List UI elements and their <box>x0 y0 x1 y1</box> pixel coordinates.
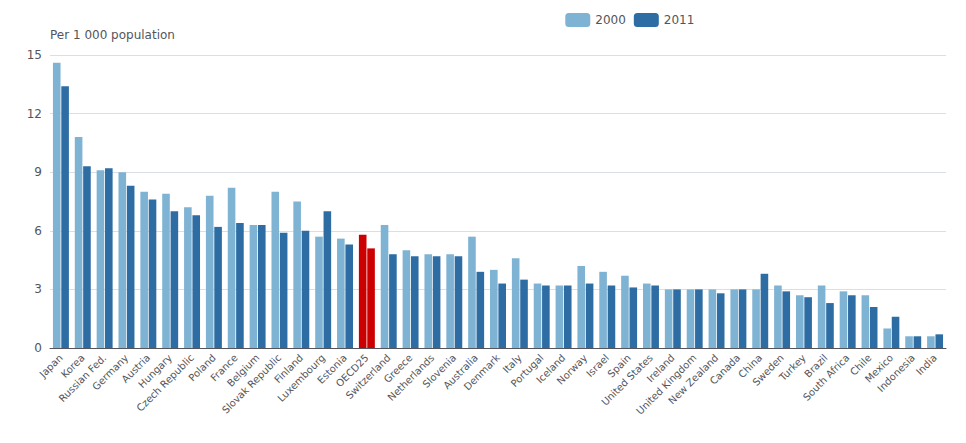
svg-text:United States: United States <box>599 352 655 408</box>
svg-text:Chile: Chile <box>847 352 874 378</box>
svg-text:9: 9 <box>34 165 42 179</box>
svg-text:Per 1 000 population: Per 1 000 population <box>50 28 175 42</box>
svg-text:Finland: Finland <box>272 352 306 386</box>
svg-text:Estonia: Estonia <box>315 352 349 386</box>
svg-text:Italy: Italy <box>500 352 524 376</box>
svg-text:Japan: Japan <box>37 352 65 380</box>
svg-text:Ireland: Ireland <box>644 352 677 385</box>
svg-text:Russian Fed.: Russian Fed. <box>56 352 109 405</box>
svg-text:2000: 2000 <box>595 13 626 27</box>
svg-text:Germany: Germany <box>90 352 131 393</box>
svg-text:South Africa: South Africa <box>801 352 852 403</box>
svg-text:Luxembourg: Luxembourg <box>275 352 328 404</box>
svg-text:China: China <box>736 352 765 381</box>
svg-text:Switzerland: Switzerland <box>343 352 393 402</box>
svg-text:Netherlands: Netherlands <box>385 352 437 403</box>
svg-text:France: France <box>208 352 240 384</box>
svg-text:Australia: Australia <box>441 352 480 392</box>
svg-text:Belgium: Belgium <box>224 352 262 389</box>
svg-text:Indonesia: Indonesia <box>875 352 917 394</box>
svg-text:15: 15 <box>27 48 42 62</box>
svg-text:Brazil: Brazil <box>802 352 830 380</box>
svg-text:India: India <box>914 352 939 377</box>
svg-text:Slovenia: Slovenia <box>420 352 459 390</box>
svg-text:Norway: Norway <box>555 352 590 387</box>
svg-text:Austria: Austria <box>119 352 153 385</box>
svg-text:Sweden: Sweden <box>750 352 786 388</box>
svg-text:3: 3 <box>34 282 42 296</box>
svg-text:Poland: Poland <box>186 352 218 384</box>
svg-text:Canada: Canada <box>708 352 743 387</box>
svg-text:Israel: Israel <box>584 352 611 379</box>
svg-text:6: 6 <box>34 224 42 238</box>
svg-text:New Zealand: New Zealand <box>666 352 721 407</box>
svg-text:Slovak Republic: Slovak Republic <box>220 352 284 416</box>
svg-text:Korea: Korea <box>58 352 87 380</box>
svg-text:0: 0 <box>34 341 42 355</box>
svg-text:Czech Republic: Czech Republic <box>134 352 196 414</box>
svg-text:2011: 2011 <box>664 13 695 27</box>
svg-text:Greece: Greece <box>381 352 415 385</box>
svg-text:Iceland: Iceland <box>534 352 568 386</box>
svg-text:Spain: Spain <box>605 352 633 380</box>
svg-text:Turkey: Turkey <box>776 352 808 384</box>
svg-text:OECD25: OECD25 <box>333 352 371 390</box>
svg-text:United Kingdom: United Kingdom <box>634 352 699 417</box>
svg-text:Mexico: Mexico <box>862 352 896 385</box>
svg-text:Denmark: Denmark <box>462 352 502 392</box>
svg-text:Hungary: Hungary <box>136 352 175 390</box>
svg-text:Portugal: Portugal <box>508 352 546 390</box>
svg-text:12: 12 <box>27 107 42 121</box>
